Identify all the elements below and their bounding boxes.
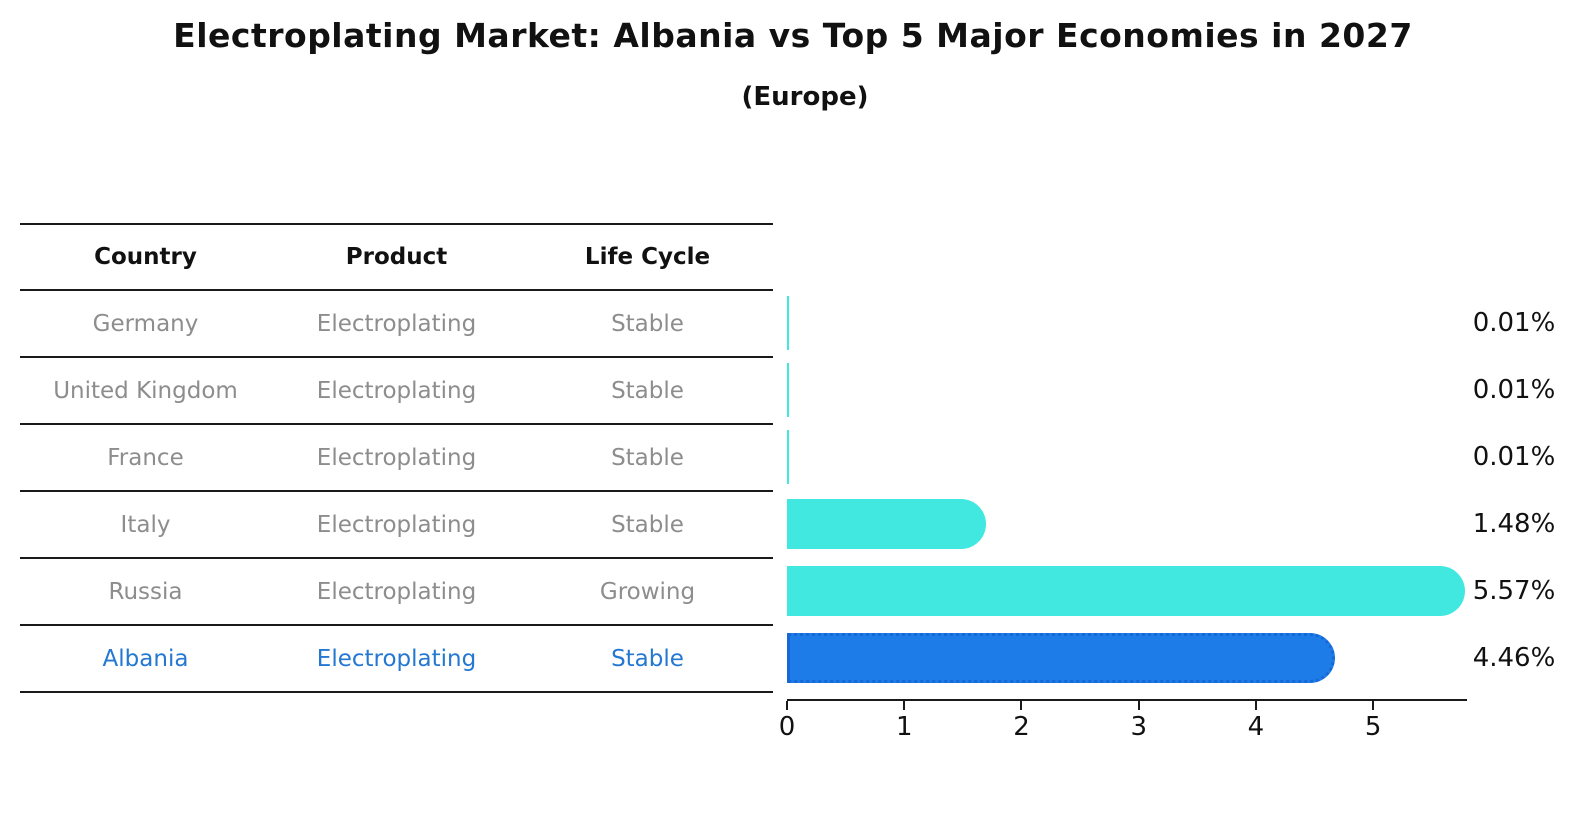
cell-life-cycle: Stable	[611, 377, 684, 404]
chart-title: Electroplating Market: Albania vs Top 5 …	[173, 16, 1413, 55]
bar-italy	[787, 499, 986, 550]
bar-row-germany	[787, 289, 1467, 356]
table-row-albania-highlight: Albania Electroplating Stable	[20, 624, 773, 691]
table-row: France Electroplating Stable	[20, 423, 773, 490]
tick-label: 5	[1364, 712, 1382, 742]
cell-country: Italy	[120, 511, 171, 538]
tick-mark	[1020, 701, 1023, 710]
column-header-product: Product	[345, 244, 448, 270]
bar-albania	[787, 633, 1335, 684]
bar-row-italy	[787, 490, 1467, 557]
bar-row-france	[787, 423, 1467, 490]
cell-country: Albania	[102, 645, 189, 672]
cell-country: France	[107, 444, 184, 471]
cell-product: Electroplating	[316, 444, 477, 471]
table-bottom-border	[20, 691, 773, 693]
cell-product: Electroplating	[316, 645, 477, 672]
table-row: United Kingdom Electroplating Stable	[20, 356, 773, 423]
cell-life-cycle: Stable	[611, 444, 684, 471]
value-label-column: 0.01% 0.01% 0.01% 1.48% 5.57% 4.46%	[1455, 289, 1573, 692]
cell-life-cycle: Growing	[599, 578, 696, 605]
tick-mark	[1372, 701, 1375, 710]
bar-row-russia	[787, 558, 1467, 625]
value-label-germany: 0.01%	[1472, 307, 1556, 338]
bar-france	[787, 429, 789, 484]
cell-life-cycle: Stable	[611, 310, 684, 337]
bar-row-albania	[787, 625, 1467, 692]
value-label-albania: 4.46%	[1472, 643, 1556, 674]
cell-life-cycle: Stable	[611, 645, 684, 672]
bar-russia	[787, 566, 1466, 617]
cell-life-cycle: Stable	[611, 511, 684, 538]
column-header-country: Country	[94, 244, 197, 270]
value-label-united-kingdom: 0.01%	[1472, 374, 1556, 405]
cell-country: United Kingdom	[53, 377, 238, 404]
cell-country: Germany	[92, 310, 199, 337]
chart-subtitle: (Europe)	[741, 82, 869, 112]
table-row: Italy Electroplating Stable	[20, 490, 773, 557]
cell-product: Electroplating	[316, 578, 477, 605]
table-header-row: Country Product Life Cycle	[20, 223, 773, 289]
value-label-france: 0.01%	[1472, 441, 1556, 472]
value-label-italy: 1.48%	[1472, 509, 1556, 540]
bar-united-kingdom	[787, 362, 789, 417]
tick-mark	[903, 701, 906, 710]
bar-germany	[787, 295, 789, 350]
tick-label: 4	[1247, 712, 1265, 742]
table-row: Germany Electroplating Stable	[20, 289, 773, 356]
tick-mark	[786, 701, 788, 710]
tick-mark	[1254, 701, 1257, 710]
cell-country: Russia	[108, 578, 183, 605]
x-axis-line	[787, 699, 1467, 701]
value-label-russia: 5.57%	[1472, 576, 1556, 607]
tick-label: 3	[1130, 712, 1147, 742]
tick-label: 2	[1013, 712, 1030, 742]
x-axis: 0 1 2 3 4 5	[779, 699, 1467, 744]
tick-mark	[1137, 701, 1140, 710]
column-header-life-cycle: Life Cycle	[584, 244, 711, 270]
cell-product: Electroplating	[316, 511, 477, 538]
table-row: Russia Electroplating Growing	[20, 557, 773, 624]
country-table: Country Product Life Cycle Germany Elect…	[20, 223, 773, 693]
bar-row-united-kingdom	[787, 356, 1467, 423]
cell-product: Electroplating	[316, 377, 477, 404]
bar-plot-area	[787, 289, 1467, 692]
tick-label: 1	[895, 712, 913, 742]
tick-label: 0	[778, 712, 796, 742]
cell-product: Electroplating	[316, 310, 477, 337]
